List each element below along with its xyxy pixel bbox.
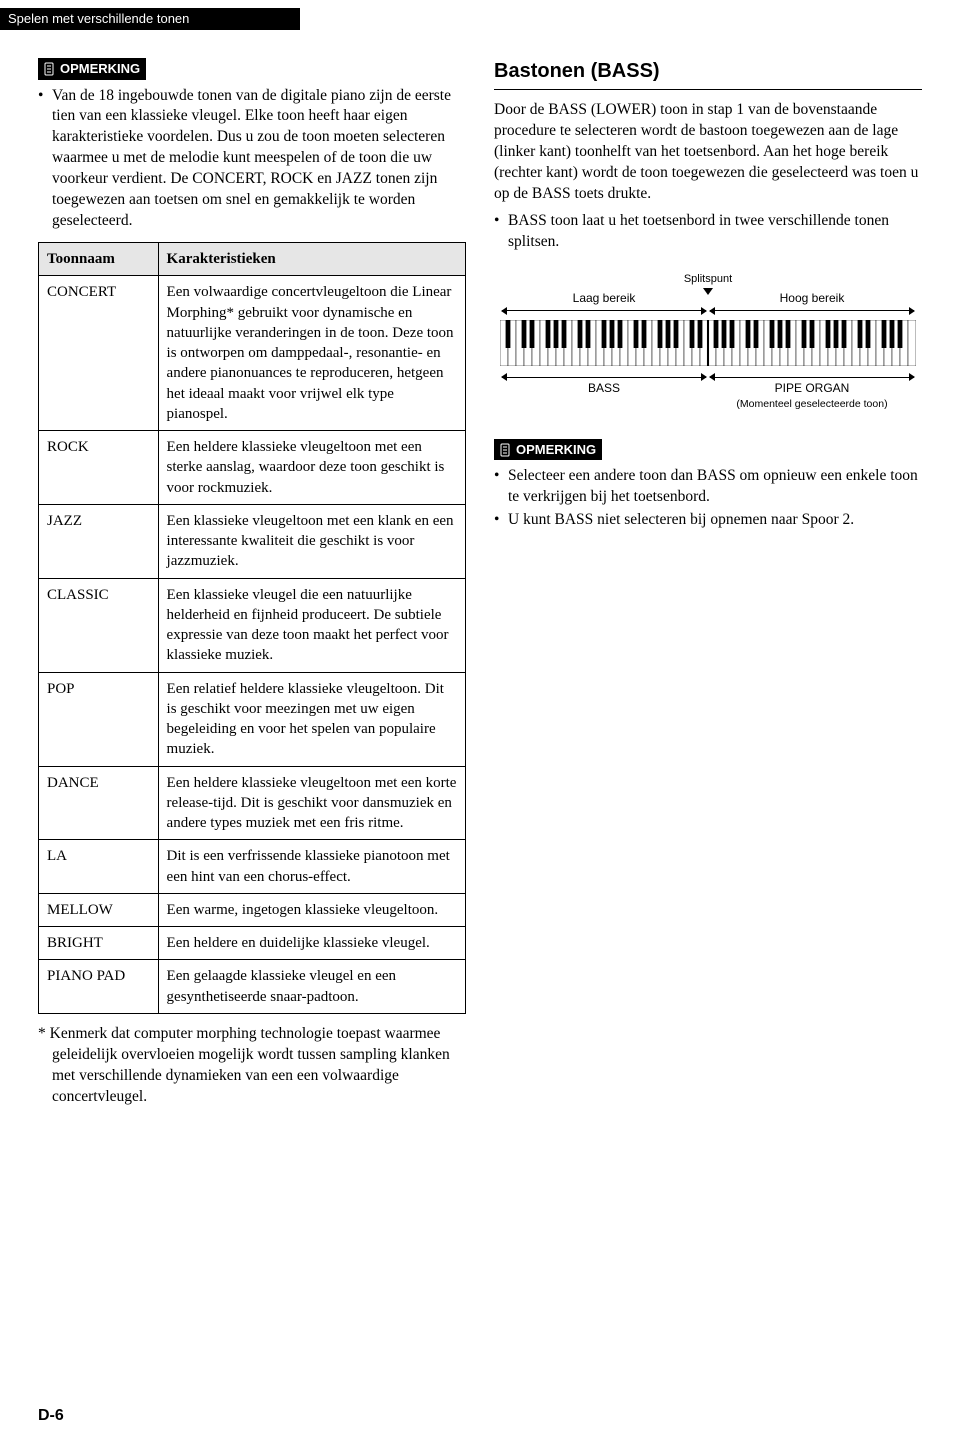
note-2-item: U kunt BASS niet selecteren bij opnemen …	[494, 510, 922, 531]
tone-name: ROCK	[39, 431, 159, 505]
note-badge-2-label: OPMERKING	[516, 441, 596, 459]
table-header-name: Toonnaam	[39, 243, 159, 276]
table-row: MELLOWEen warme, ingetogen klassieke vle…	[39, 893, 466, 926]
bass-label: BASS	[500, 380, 708, 396]
tone-name: JAZZ	[39, 504, 159, 578]
table-header-desc: Karakteristieken	[158, 243, 465, 276]
tone-name: MELLOW	[39, 893, 159, 926]
page-number: D-6	[38, 1405, 64, 1427]
table-row: PIANO PADEen gelaagde klassieke vleugel …	[39, 960, 466, 1014]
tone-desc: Een heldere klassieke vleugeltoon met ee…	[158, 766, 465, 840]
pipe-organ-label: PIPE ORGAN	[708, 380, 916, 396]
tone-name: CONCERT	[39, 276, 159, 431]
tone-desc: Een heldere klassieke vleugeltoon met ee…	[158, 431, 465, 505]
table-row: POPEen relatief heldere klassieke vleuge…	[39, 672, 466, 766]
section-heading: Bastonen (BASS)	[494, 58, 922, 85]
header-strip: Spelen met verschillende tonen	[0, 8, 300, 30]
tone-name: BRIGHT	[39, 927, 159, 960]
tone-desc: Dit is een verfrissende klassieke pianot…	[158, 840, 465, 894]
note-2-list: Selecteer een andere toon dan BASS om op…	[494, 466, 922, 531]
table-row: LADit is een verfrissende klassieke pian…	[39, 840, 466, 894]
tone-name: DANCE	[39, 766, 159, 840]
table-row: DANCEEen heldere klassieke vleugeltoon m…	[39, 766, 466, 840]
right-column: Bastonen (BASS) Door de BASS (LOWER) too…	[494, 58, 922, 1387]
table-row: BRIGHTEen heldere en duidelijke klassiek…	[39, 927, 466, 960]
note-icon	[42, 61, 56, 77]
table-row: CONCERTEen volwaardige concertvleugeltoo…	[39, 276, 466, 431]
tone-desc: Een volwaardige concertvleugeltoon die L…	[158, 276, 465, 431]
pipe-organ-sublabel: (Momenteel geselecteerde toon)	[708, 397, 916, 411]
tone-desc: Een klassieke vleugel die een natuurlijk…	[158, 578, 465, 672]
intro-bullet: BASS toon laat u het toetsenbord in twee…	[494, 211, 922, 253]
tone-name: PIANO PAD	[39, 960, 159, 1014]
split-label: Splitspunt	[684, 272, 732, 287]
left-column: OPMERKING Van de 18 ingebouwde tonen van…	[38, 58, 466, 1387]
tone-table: Toonnaam Karakteristieken CONCERTEen vol…	[38, 242, 466, 1014]
tone-desc: Een gelaagde klassieke vleugel en een ge…	[158, 960, 465, 1014]
footnote: * Kenmerk dat computer morphing technolo…	[38, 1024, 466, 1108]
note-badge-2: OPMERKING	[494, 439, 602, 461]
page-header-title: Spelen met verschillende tonen	[8, 10, 189, 28]
page-header: Spelen met verschillende tonen	[0, 8, 960, 30]
note-badge: OPMERKING	[38, 58, 146, 80]
keyboard-diagram: Splitspunt Laag bereik Hoog bereik	[500, 272, 916, 410]
tone-name: LA	[39, 840, 159, 894]
tone-desc: Een relatief heldere klassieke vleugelto…	[158, 672, 465, 766]
note-2-item: Selecteer een andere toon dan BASS om op…	[494, 466, 922, 508]
tone-desc: Een heldere en duidelijke klassieke vleu…	[158, 927, 465, 960]
high-range-label: Hoog bereik	[780, 291, 845, 305]
table-row: JAZZEen klassieke vleugeltoon met een kl…	[39, 504, 466, 578]
table-row: ROCKEen heldere klassieke vleugeltoon me…	[39, 431, 466, 505]
note-icon	[498, 442, 512, 458]
tone-name: POP	[39, 672, 159, 766]
note-text: Van de 18 ingebouwde tonen van de digita…	[38, 86, 466, 232]
tone-desc: Een klassieke vleugeltoon met een klank …	[158, 504, 465, 578]
low-range-label: Laag bereik	[573, 291, 636, 305]
intro-bullets: BASS toon laat u het toetsenbord in twee…	[494, 211, 922, 253]
tone-name: CLASSIC	[39, 578, 159, 672]
split-marker-icon	[703, 288, 713, 295]
intro-paragraph: Door de BASS (LOWER) toon in stap 1 van …	[494, 100, 922, 205]
note-list: Van de 18 ingebouwde tonen van de digita…	[38, 86, 466, 232]
table-row: CLASSICEen klassieke vleugel die een nat…	[39, 578, 466, 672]
keyboard-svg	[500, 320, 916, 366]
heading-rule	[494, 89, 922, 90]
tone-desc: Een warme, ingetogen klassieke vleugelto…	[158, 893, 465, 926]
note-badge-label: OPMERKING	[60, 60, 140, 78]
